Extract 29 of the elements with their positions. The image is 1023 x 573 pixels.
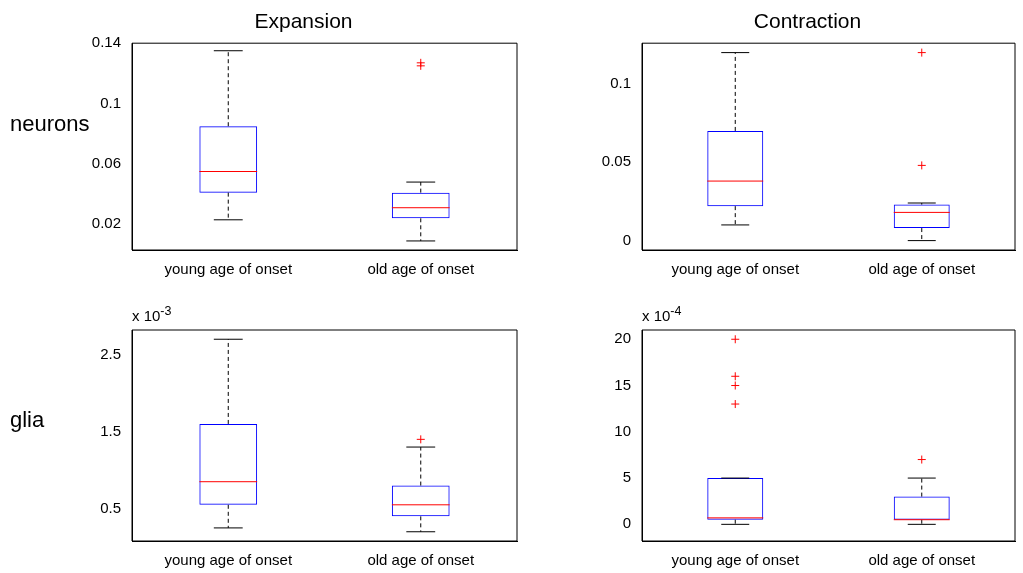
x-tick-label: young age of onset — [164, 260, 293, 278]
chart-title: Expansion — [254, 9, 353, 33]
x-tick-label: old age of onset — [868, 260, 976, 278]
x-tick-label: old age of onset — [367, 260, 475, 278]
x-tick-label: young age of onset — [164, 551, 293, 569]
x-tick-label: young age of onset — [671, 260, 800, 278]
y-tick-label: 2.5 — [100, 344, 121, 362]
y-axis-title: glia — [10, 406, 45, 433]
y-tick-label: 0 — [622, 514, 631, 532]
y-tick-label: 0 — [622, 230, 631, 248]
y-tick-label: 15 — [614, 375, 631, 393]
y-axis-title: neurons — [10, 111, 90, 137]
chart-title: Contraction — [753, 9, 862, 33]
text: x 10$^{-3}$ — [132, 304, 172, 324]
y-tick-label: 10 — [614, 421, 631, 439]
x-tick-label: old age of onset — [367, 551, 475, 569]
y-tick-label: 0.1 — [610, 74, 631, 92]
y-tick-label: 0.02 — [91, 214, 121, 232]
y-tick-label: 0.5 — [100, 498, 121, 516]
y-tick-label: 5 — [622, 468, 631, 486]
y-tick-label: 0.1 — [100, 93, 121, 111]
y-tick-label: 20 — [614, 329, 631, 347]
x-tick-label: old age of onset — [868, 551, 976, 569]
y-tick-label: 0.14 — [91, 33, 121, 51]
y-tick-label: 0.06 — [91, 154, 121, 172]
text: x 10$^{-4}$ — [642, 304, 682, 324]
y-tick-label: 0.05 — [601, 152, 631, 170]
x-tick-label: young age of onset — [671, 551, 800, 569]
y-tick-label: 1.5 — [100, 421, 121, 439]
